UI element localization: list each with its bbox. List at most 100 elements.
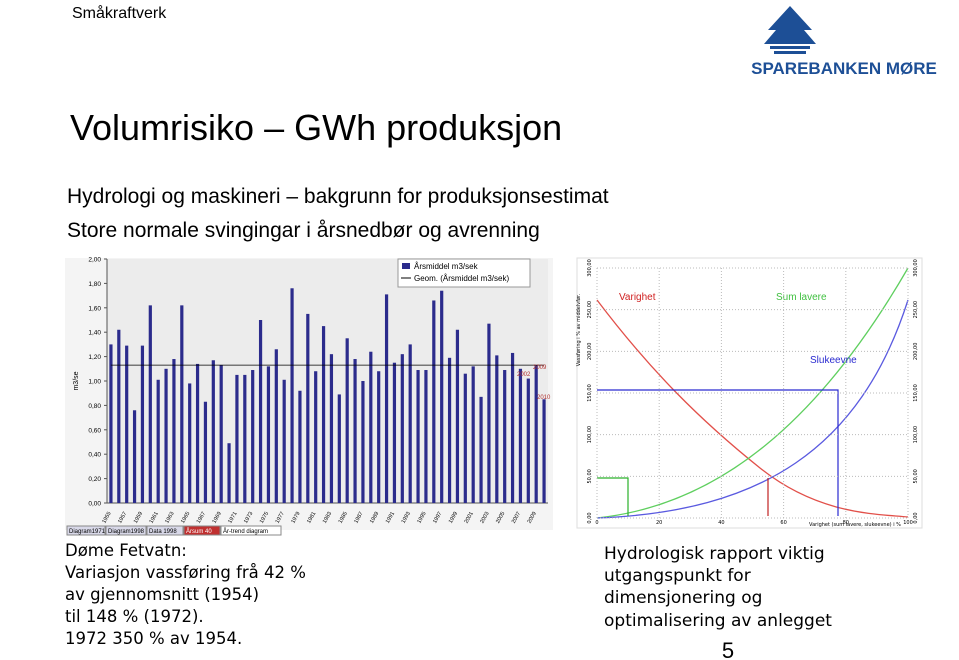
x-tick-label: 1979 — [290, 511, 301, 525]
x-tick-label: 1961 — [149, 511, 160, 525]
y-tick-label: 200,00 — [587, 343, 593, 361]
y-tick-label: 1,80 — [88, 281, 101, 288]
x-tick-label: 60 — [780, 520, 786, 526]
y-tick-label: 0,00 — [88, 501, 101, 508]
y-tick-label: 150,00 — [913, 384, 919, 402]
x-tick-label: 2001 — [464, 511, 475, 525]
subtitle: Store normale svingingar i årsnedbør og … — [67, 219, 540, 242]
bar — [416, 370, 420, 503]
page-number: 5 — [722, 638, 734, 660]
curve-label: Slukeevne — [810, 355, 857, 366]
y-tick-label: 0,00 — [913, 512, 919, 523]
bar — [258, 320, 263, 503]
bar — [164, 368, 168, 503]
x-tick-label: 1967 — [196, 511, 207, 525]
x-tick-label: 0 — [595, 520, 598, 526]
bar — [471, 366, 475, 503]
bar — [235, 374, 239, 503]
bar — [424, 370, 428, 503]
logo: SPAREBANKEN MØRE — [751, 6, 937, 78]
title: Volumrisiko – GWh produksjon — [70, 107, 562, 148]
bar — [117, 329, 121, 503]
bar — [329, 354, 334, 503]
x-tick-label: 1959 — [133, 511, 144, 525]
x-tick-label: 1969 — [212, 511, 223, 525]
bar — [526, 378, 530, 503]
bar — [495, 355, 499, 503]
notes-left: Døme Fetvatn: Variasjon vassføring frå 4… — [65, 541, 306, 648]
bar — [195, 363, 200, 503]
bar — [321, 326, 326, 503]
note-line: utgangspunkt for — [604, 566, 751, 586]
sum-curve — [596, 267, 909, 519]
y-tick-label: 0,40 — [88, 452, 101, 459]
bar — [510, 352, 515, 503]
x-tick-label: 1991 — [385, 511, 396, 525]
x-tick-label: 1965 — [180, 511, 191, 525]
legend-box — [397, 258, 531, 288]
bar — [219, 365, 223, 503]
note-line: Hydrologisk rapport viktig — [604, 544, 825, 564]
annotation: 2010 — [537, 395, 551, 401]
bar — [125, 345, 129, 503]
bar — [251, 370, 255, 503]
note-line: til 148 % (1972). — [65, 607, 204, 626]
note-line: av gjennomsnitt (1954) — [65, 585, 259, 604]
annotation: 2002 — [517, 372, 531, 378]
y-tick-label: 1,20 — [88, 354, 101, 361]
x-tick-label: 1987 — [353, 511, 364, 525]
x-tick-label: 2003 — [479, 511, 490, 525]
legend-label: Årsmiddel m3/sek — [414, 262, 479, 271]
bar — [432, 300, 436, 503]
y-tick-label: 300,00 — [587, 259, 593, 277]
bar — [384, 294, 389, 503]
x-tick-label: 1997 — [432, 511, 443, 525]
y-tick-label: 0,80 — [88, 403, 101, 410]
bar — [400, 354, 404, 503]
bar — [203, 401, 208, 503]
sheet-tab-label: Diagram1998 — [108, 529, 145, 535]
y-axis-label: m3/se — [73, 371, 80, 390]
arrow — [597, 389, 839, 516]
bar — [298, 390, 302, 503]
y-tick-label: 0,60 — [88, 427, 101, 434]
y-tick-label: 1,40 — [88, 330, 101, 337]
bar — [353, 359, 357, 503]
bar — [148, 305, 152, 503]
x-tick-label: 1975 — [259, 511, 270, 525]
bar — [282, 379, 286, 503]
y-tick-label: 150,00 — [587, 384, 593, 402]
bar — [290, 288, 294, 503]
bar — [314, 371, 318, 503]
duration-curve — [596, 299, 909, 518]
note-line: dimensjonering og — [604, 588, 762, 608]
bar — [479, 396, 483, 503]
bar — [408, 344, 412, 503]
y-tick-label: 0,20 — [88, 476, 101, 483]
sheet-tab-label: År-trend diagram — [223, 528, 268, 535]
bar — [361, 381, 365, 503]
bar — [172, 359, 176, 503]
y-tick-label: 1,00 — [88, 379, 101, 386]
sheet-tab — [66, 525, 106, 536]
duration-diagram: Varighet Sum lavere Slukeevne Vassføring… — [576, 257, 923, 529]
x-tick-label: 1983 — [322, 511, 333, 525]
bar — [542, 399, 546, 503]
bar — [518, 368, 523, 503]
y-tick-label: 250,00 — [587, 301, 593, 319]
sheet-tab — [220, 525, 282, 536]
legend-swatch — [402, 263, 410, 269]
subtitle: Hydrologi og maskineri – bakgrunn for pr… — [67, 185, 609, 208]
sheet-tab — [146, 525, 184, 536]
x-tick-label: 1981 — [306, 511, 317, 525]
x-tick-label: 2005 — [495, 511, 506, 525]
x-tick-label: 2007 — [511, 511, 522, 525]
bar — [180, 305, 184, 503]
sheet-tab — [183, 525, 221, 536]
y-tick-label: 300,00 — [913, 259, 919, 277]
x-tick-label: 1999 — [448, 511, 459, 525]
x-tick-label: 1973 — [243, 511, 254, 525]
x-tick-label: 1957 — [117, 511, 128, 525]
note-line: optimalisering av anlegget — [604, 611, 832, 631]
